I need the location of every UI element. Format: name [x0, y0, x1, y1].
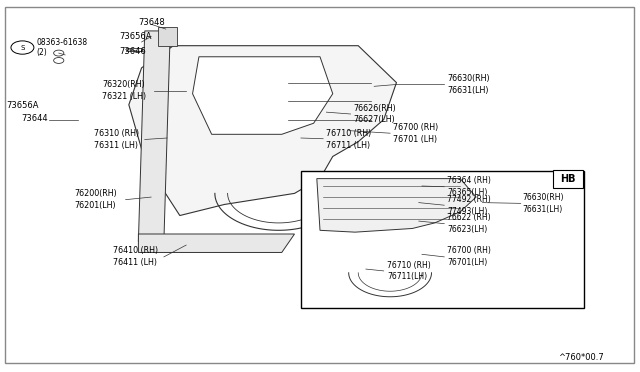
Text: 76710 (RH)
76711 (LH): 76710 (RH) 76711 (LH): [326, 129, 372, 150]
Text: 76630(RH)
76631(LH): 76630(RH) 76631(LH): [523, 193, 564, 214]
Text: 08363-61638
(2): 08363-61638 (2): [36, 38, 88, 57]
Text: 73644: 73644: [22, 114, 49, 123]
Polygon shape: [129, 46, 396, 215]
Polygon shape: [317, 179, 476, 232]
Polygon shape: [157, 27, 177, 46]
Text: 73656A: 73656A: [6, 101, 39, 110]
Polygon shape: [193, 57, 333, 134]
Text: 76320(RH)
76321 (LH): 76320(RH) 76321 (LH): [102, 80, 146, 101]
Text: 76700 (RH)
76701 (LH): 76700 (RH) 76701 (LH): [394, 123, 438, 144]
Text: HB: HB: [560, 174, 575, 184]
Text: 76700 (RH)
76701(LH): 76700 (RH) 76701(LH): [447, 247, 492, 267]
Text: 76626(RH)
76627(LH): 76626(RH) 76627(LH): [353, 103, 396, 124]
Text: 76200(RH)
76201(LH): 76200(RH) 76201(LH): [75, 189, 117, 210]
FancyBboxPatch shape: [4, 7, 634, 363]
Text: 76630(RH)
76631(LH): 76630(RH) 76631(LH): [447, 74, 490, 95]
FancyBboxPatch shape: [301, 171, 584, 308]
Text: 77492 (RH)
77493(LH): 77492 (RH) 77493(LH): [447, 195, 491, 216]
Text: 76410 (RH)
76411 (LH): 76410 (RH) 76411 (LH): [113, 247, 158, 267]
Text: 76364 (RH)
76365(LH): 76364 (RH) 76365(LH): [447, 176, 492, 197]
Text: 76710 (RH)
76711(LH): 76710 (RH) 76711(LH): [387, 260, 431, 281]
Text: 76622 (RH)
76623(LH): 76622 (RH) 76623(LH): [447, 213, 491, 234]
Text: S: S: [20, 45, 24, 51]
Text: ^760*00.7: ^760*00.7: [558, 353, 604, 362]
Polygon shape: [138, 31, 170, 241]
Text: 76310 (RH)
76311 (LH): 76310 (RH) 76311 (LH): [94, 129, 139, 150]
FancyBboxPatch shape: [552, 170, 583, 188]
Polygon shape: [138, 234, 294, 253]
Text: 73648: 73648: [138, 18, 165, 27]
Text: 73656A: 73656A: [119, 32, 152, 41]
Text: 73646: 73646: [119, 48, 146, 57]
